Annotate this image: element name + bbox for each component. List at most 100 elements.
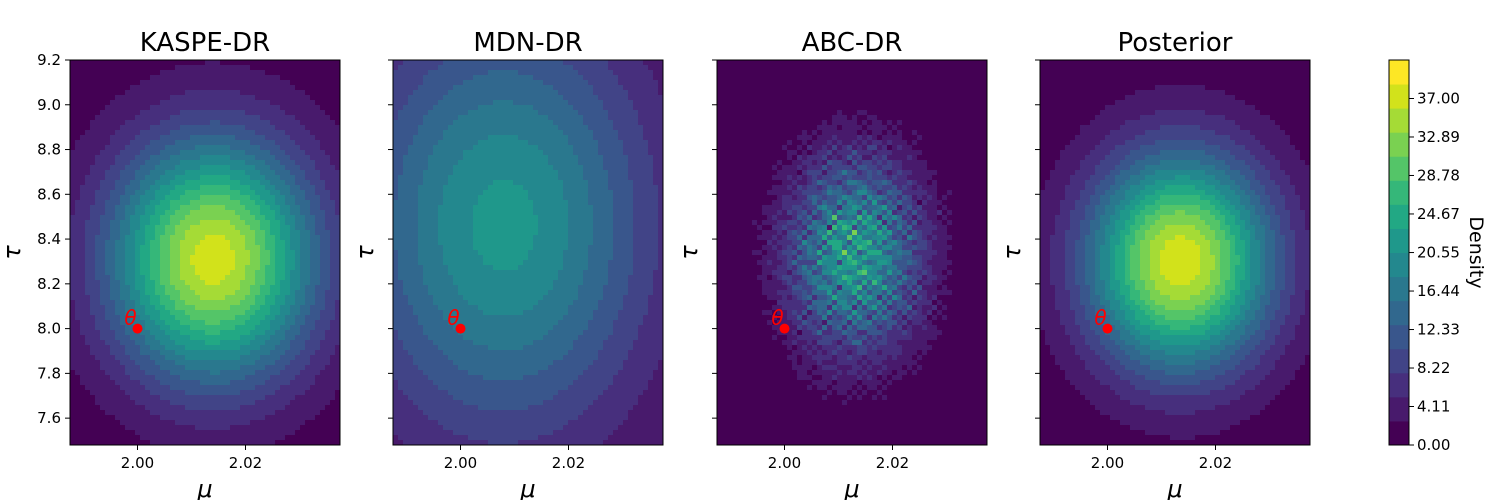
density-cell xyxy=(160,350,166,356)
density-cell xyxy=(185,290,191,296)
density-cell xyxy=(285,140,291,146)
density-cell xyxy=(235,280,241,286)
density-cell xyxy=(210,135,216,141)
density-cell xyxy=(325,115,331,121)
density-cell xyxy=(95,265,101,271)
density-cell xyxy=(250,170,256,176)
density-cell xyxy=(255,385,261,391)
density-cell xyxy=(310,80,316,86)
density-cell xyxy=(598,100,604,106)
density-cell xyxy=(105,155,111,161)
y-tick-label: 8.6 xyxy=(37,185,61,203)
density-cell xyxy=(150,415,156,421)
density-cell xyxy=(195,180,201,186)
density-cell xyxy=(105,430,111,436)
density-cell xyxy=(175,295,181,301)
density-cell xyxy=(180,350,186,356)
density-cell xyxy=(90,115,96,121)
density-cell xyxy=(100,90,106,96)
density-cell xyxy=(603,120,609,126)
density-cell xyxy=(225,140,231,146)
density-cell xyxy=(110,115,116,121)
density-cell xyxy=(70,405,76,411)
density-cell xyxy=(175,260,181,266)
density-cell xyxy=(260,240,266,246)
density-cell xyxy=(325,195,331,201)
density-cell xyxy=(583,100,589,106)
density-cell xyxy=(468,60,474,66)
density-cell xyxy=(330,440,336,445)
density-cell xyxy=(513,75,519,81)
density-cell xyxy=(255,220,261,226)
density-cell xyxy=(215,385,221,391)
density-cell xyxy=(245,170,251,176)
density-cell xyxy=(533,130,539,136)
density-cell xyxy=(235,370,241,376)
density-cell xyxy=(603,85,609,91)
density-cell xyxy=(195,390,201,396)
density-cell xyxy=(230,185,236,191)
density-cell xyxy=(205,345,211,351)
density-cell xyxy=(548,70,554,76)
density-cell xyxy=(643,70,649,76)
density-cell xyxy=(568,115,574,121)
density-cell xyxy=(80,370,86,376)
density-cell xyxy=(200,170,206,176)
density-cell xyxy=(160,315,166,321)
density-cell xyxy=(75,405,81,411)
density-cell xyxy=(125,60,131,66)
density-cell xyxy=(75,350,81,356)
density-cell xyxy=(300,415,306,421)
density-cell xyxy=(185,260,191,266)
density-cell xyxy=(230,175,236,181)
density-cell xyxy=(90,255,96,261)
density-cell xyxy=(330,295,336,301)
density-cell xyxy=(320,110,326,116)
density-cell xyxy=(310,220,316,226)
density-cell xyxy=(120,235,126,241)
density-cell xyxy=(628,70,634,76)
density-cell xyxy=(220,435,226,441)
density-cell xyxy=(100,345,106,351)
density-cell xyxy=(265,430,271,436)
y-axis-label: τ xyxy=(0,245,26,260)
density-cell xyxy=(115,325,121,331)
density-cell xyxy=(165,415,171,421)
density-cell xyxy=(240,430,246,436)
density-cell xyxy=(160,365,166,371)
density-cell xyxy=(80,380,86,386)
density-cell xyxy=(80,165,86,171)
density-cell xyxy=(513,120,519,126)
density-cell xyxy=(523,80,529,86)
density-cell xyxy=(285,385,291,391)
density-cell xyxy=(95,345,101,351)
density-cell xyxy=(463,100,469,106)
density-cell xyxy=(518,105,524,111)
density-cell xyxy=(90,400,96,406)
density-cell xyxy=(185,435,191,441)
density-cell xyxy=(125,75,131,81)
density-cell xyxy=(295,155,301,161)
density-cell xyxy=(155,155,161,161)
density-cell xyxy=(70,95,76,101)
density-cell xyxy=(170,235,176,241)
density-cell xyxy=(205,420,211,426)
density-cell xyxy=(468,75,474,81)
density-cell xyxy=(130,265,136,271)
density-cell xyxy=(250,400,256,406)
density-cell xyxy=(185,345,191,351)
density-cell xyxy=(70,300,76,306)
density-cell xyxy=(195,205,201,211)
density-cell xyxy=(155,395,161,401)
density-cell xyxy=(245,255,251,261)
density-cell xyxy=(270,345,276,351)
density-cell xyxy=(643,85,649,91)
density-cell xyxy=(320,385,326,391)
density-cell xyxy=(150,340,156,346)
density-cell xyxy=(120,130,126,136)
density-cell xyxy=(70,360,76,366)
density-cell xyxy=(90,365,96,371)
density-cell xyxy=(90,270,96,276)
density-cell xyxy=(110,340,116,346)
density-cell xyxy=(170,185,176,191)
